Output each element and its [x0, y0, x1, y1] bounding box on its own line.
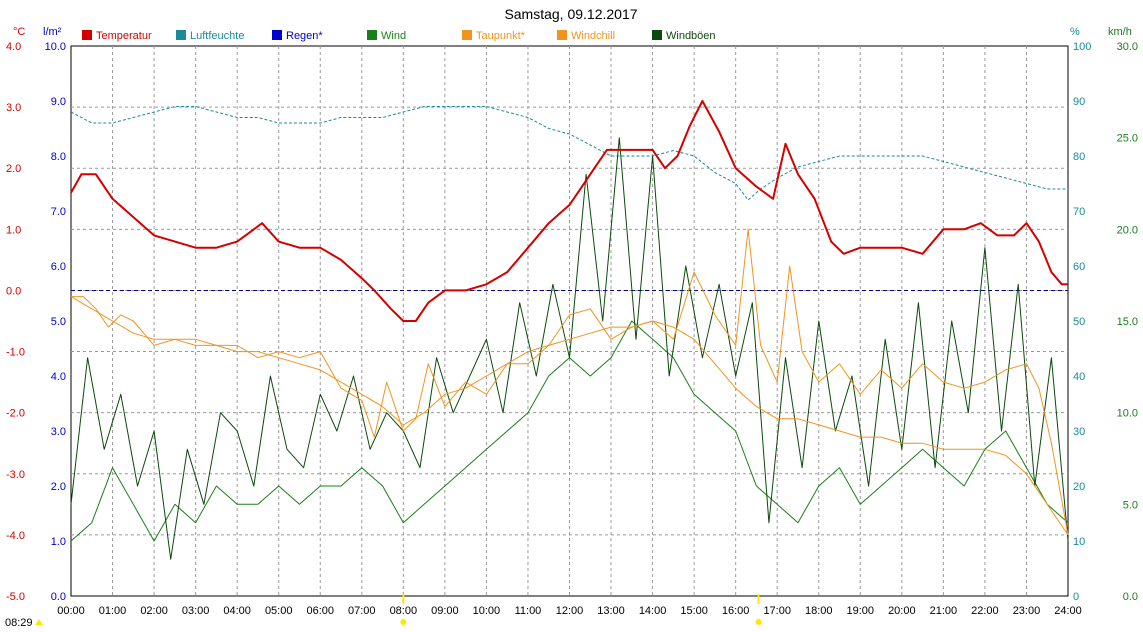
current-time-marker — [35, 619, 43, 625]
humidity-unit-label: % — [1070, 26, 1080, 38]
rain-tick-label: 10.0 — [45, 41, 66, 53]
humidity-tick-label: 40 — [1073, 371, 1085, 383]
x-tick-label: 06:00 — [306, 605, 334, 617]
x-tick-label: 23:00 — [1013, 605, 1041, 617]
temp-tick-label: -4.0 — [6, 530, 25, 542]
temp-tick-label: 0.0 — [6, 285, 21, 297]
rain-tick-label: 8.0 — [51, 151, 66, 163]
wind-tick-label: 25.0 — [1117, 133, 1138, 145]
x-tick-label: 14:00 — [639, 605, 667, 617]
humidity-tick-label: 90 — [1073, 96, 1085, 108]
humidity-tick-label: 80 — [1073, 151, 1085, 163]
rain-tick-label: 0.0 — [51, 591, 66, 603]
series-humidity — [70, 106, 1068, 201]
time-marker-dot — [400, 619, 407, 625]
wind-tick-label: 10.0 — [1117, 408, 1138, 420]
x-tick-label: 12:00 — [556, 605, 584, 617]
chart-series — [70, 100, 1069, 560]
wind-tick-label: 0.0 — [1123, 591, 1138, 603]
x-tick-label: 20:00 — [888, 605, 916, 617]
wind-tick-label: 15.0 — [1117, 316, 1138, 328]
temp-tick-label: -2.0 — [6, 408, 25, 420]
humidity-tick-label: 10 — [1073, 536, 1085, 548]
x-tick-label: 22:00 — [971, 605, 999, 617]
legend-label-windchill: Windchill — [571, 30, 615, 42]
x-tick-label: 21:00 — [930, 605, 958, 617]
temp-tick-label: 4.0 — [6, 41, 21, 53]
series-windchill — [71, 228, 1069, 535]
current-time-label: 08:29 — [5, 617, 33, 629]
temp-tick-label: -5.0 — [6, 591, 25, 603]
x-tick-label: 05:00 — [265, 605, 293, 617]
legend-swatch-rain — [272, 30, 282, 40]
x-tick-label: 02:00 — [140, 605, 168, 617]
chart-axes: 00:00 01:00 02:00 03:00 04:00 05:00 06:00 07:00… — [6, 26, 1138, 625]
rain-tick-label: 2.0 — [51, 481, 66, 493]
chart-legend: Temperatur Luftfeuchte Regen* Wind Taupunkt*… — [82, 30, 716, 42]
temp-tick-label: 1.0 — [6, 224, 21, 236]
plot-area — [70, 45, 1069, 597]
legend-swatch-dewpoint — [462, 30, 472, 40]
legend-swatch-humidity — [176, 30, 186, 40]
time-marker-dot — [755, 619, 762, 625]
series-temperature — [70, 100, 1068, 322]
humidity-tick-label: 100 — [1073, 41, 1091, 53]
rain-tick-label: 6.0 — [51, 261, 66, 273]
wind-tick-label: 30.0 — [1117, 41, 1138, 53]
x-tick-label: 08:00 — [390, 605, 418, 617]
x-tick-label: 10:00 — [473, 605, 501, 617]
legend-label-humidity: Luftfeuchte — [190, 30, 244, 42]
humidity-tick-label: 70 — [1073, 206, 1085, 218]
x-tick-label: 11:00 — [515, 605, 542, 617]
legend-label-temperature: Temperatur — [96, 30, 152, 42]
temp-tick-label: -1.0 — [6, 347, 25, 359]
x-tick-label: 15:00 — [680, 605, 708, 617]
rain-tick-label: 9.0 — [51, 96, 66, 108]
x-tick-label: 04:00 — [223, 605, 251, 617]
rain-unit-label: l/m² — [43, 26, 62, 38]
x-tick-label: 01:00 — [99, 605, 127, 617]
chart-grid — [70, 45, 1069, 597]
rain-tick-label: 4.0 — [51, 371, 66, 383]
temp-unit-label: °C — [13, 26, 25, 38]
x-tick-label: 18:00 — [805, 605, 833, 617]
wind-unit-label: km/h — [1108, 26, 1132, 38]
x-tick-label: 00:00 — [57, 605, 85, 617]
rain-tick-label: 5.0 — [51, 316, 66, 328]
x-tick-label: 07:00 — [348, 605, 376, 617]
legend-label-wind: Wind — [381, 30, 406, 42]
wind-tick-label: 5.0 — [1123, 499, 1138, 511]
x-tick-label: 19:00 — [847, 605, 875, 617]
legend-swatch-gusts — [652, 30, 662, 40]
rain-tick-label: 1.0 — [51, 536, 66, 548]
temp-tick-label: -3.0 — [6, 469, 25, 481]
legend-swatch-temperature — [82, 30, 92, 40]
temp-tick-label: 2.0 — [6, 163, 21, 175]
rain-tick-label: 7.0 — [51, 206, 66, 218]
humidity-tick-label: 0 — [1073, 591, 1079, 603]
rain-tick-label: 3.0 — [51, 426, 66, 438]
x-tick-label: 09:00 — [431, 605, 459, 617]
series-gusts — [70, 137, 1069, 560]
wind-tick-label: 20.0 — [1117, 224, 1138, 236]
legend-swatch-wind — [367, 30, 377, 40]
legend-label-rain: Regen* — [286, 30, 323, 42]
x-tick-label: 03:00 — [182, 605, 210, 617]
temp-tick-label: 3.0 — [6, 102, 21, 114]
humidity-tick-label: 30 — [1073, 426, 1085, 438]
x-tick-label: 16:00 — [722, 605, 750, 617]
legend-label-gusts: Windböen — [666, 30, 716, 42]
legend-swatch-windchill — [557, 30, 567, 40]
x-tick-label: 24:00 — [1054, 605, 1082, 617]
humidity-tick-label: 20 — [1073, 481, 1085, 493]
humidity-tick-label: 60 — [1073, 261, 1085, 273]
chart-title: Samstag, 09.12.2017 — [504, 6, 637, 22]
x-tick-label: 17:00 — [763, 605, 791, 617]
humidity-tick-label: 50 — [1073, 316, 1085, 328]
legend-label-dewpoint: Taupunkt* — [476, 30, 526, 42]
x-tick-label: 13:00 — [597, 605, 625, 617]
series-dewpoint — [70, 296, 1069, 536]
